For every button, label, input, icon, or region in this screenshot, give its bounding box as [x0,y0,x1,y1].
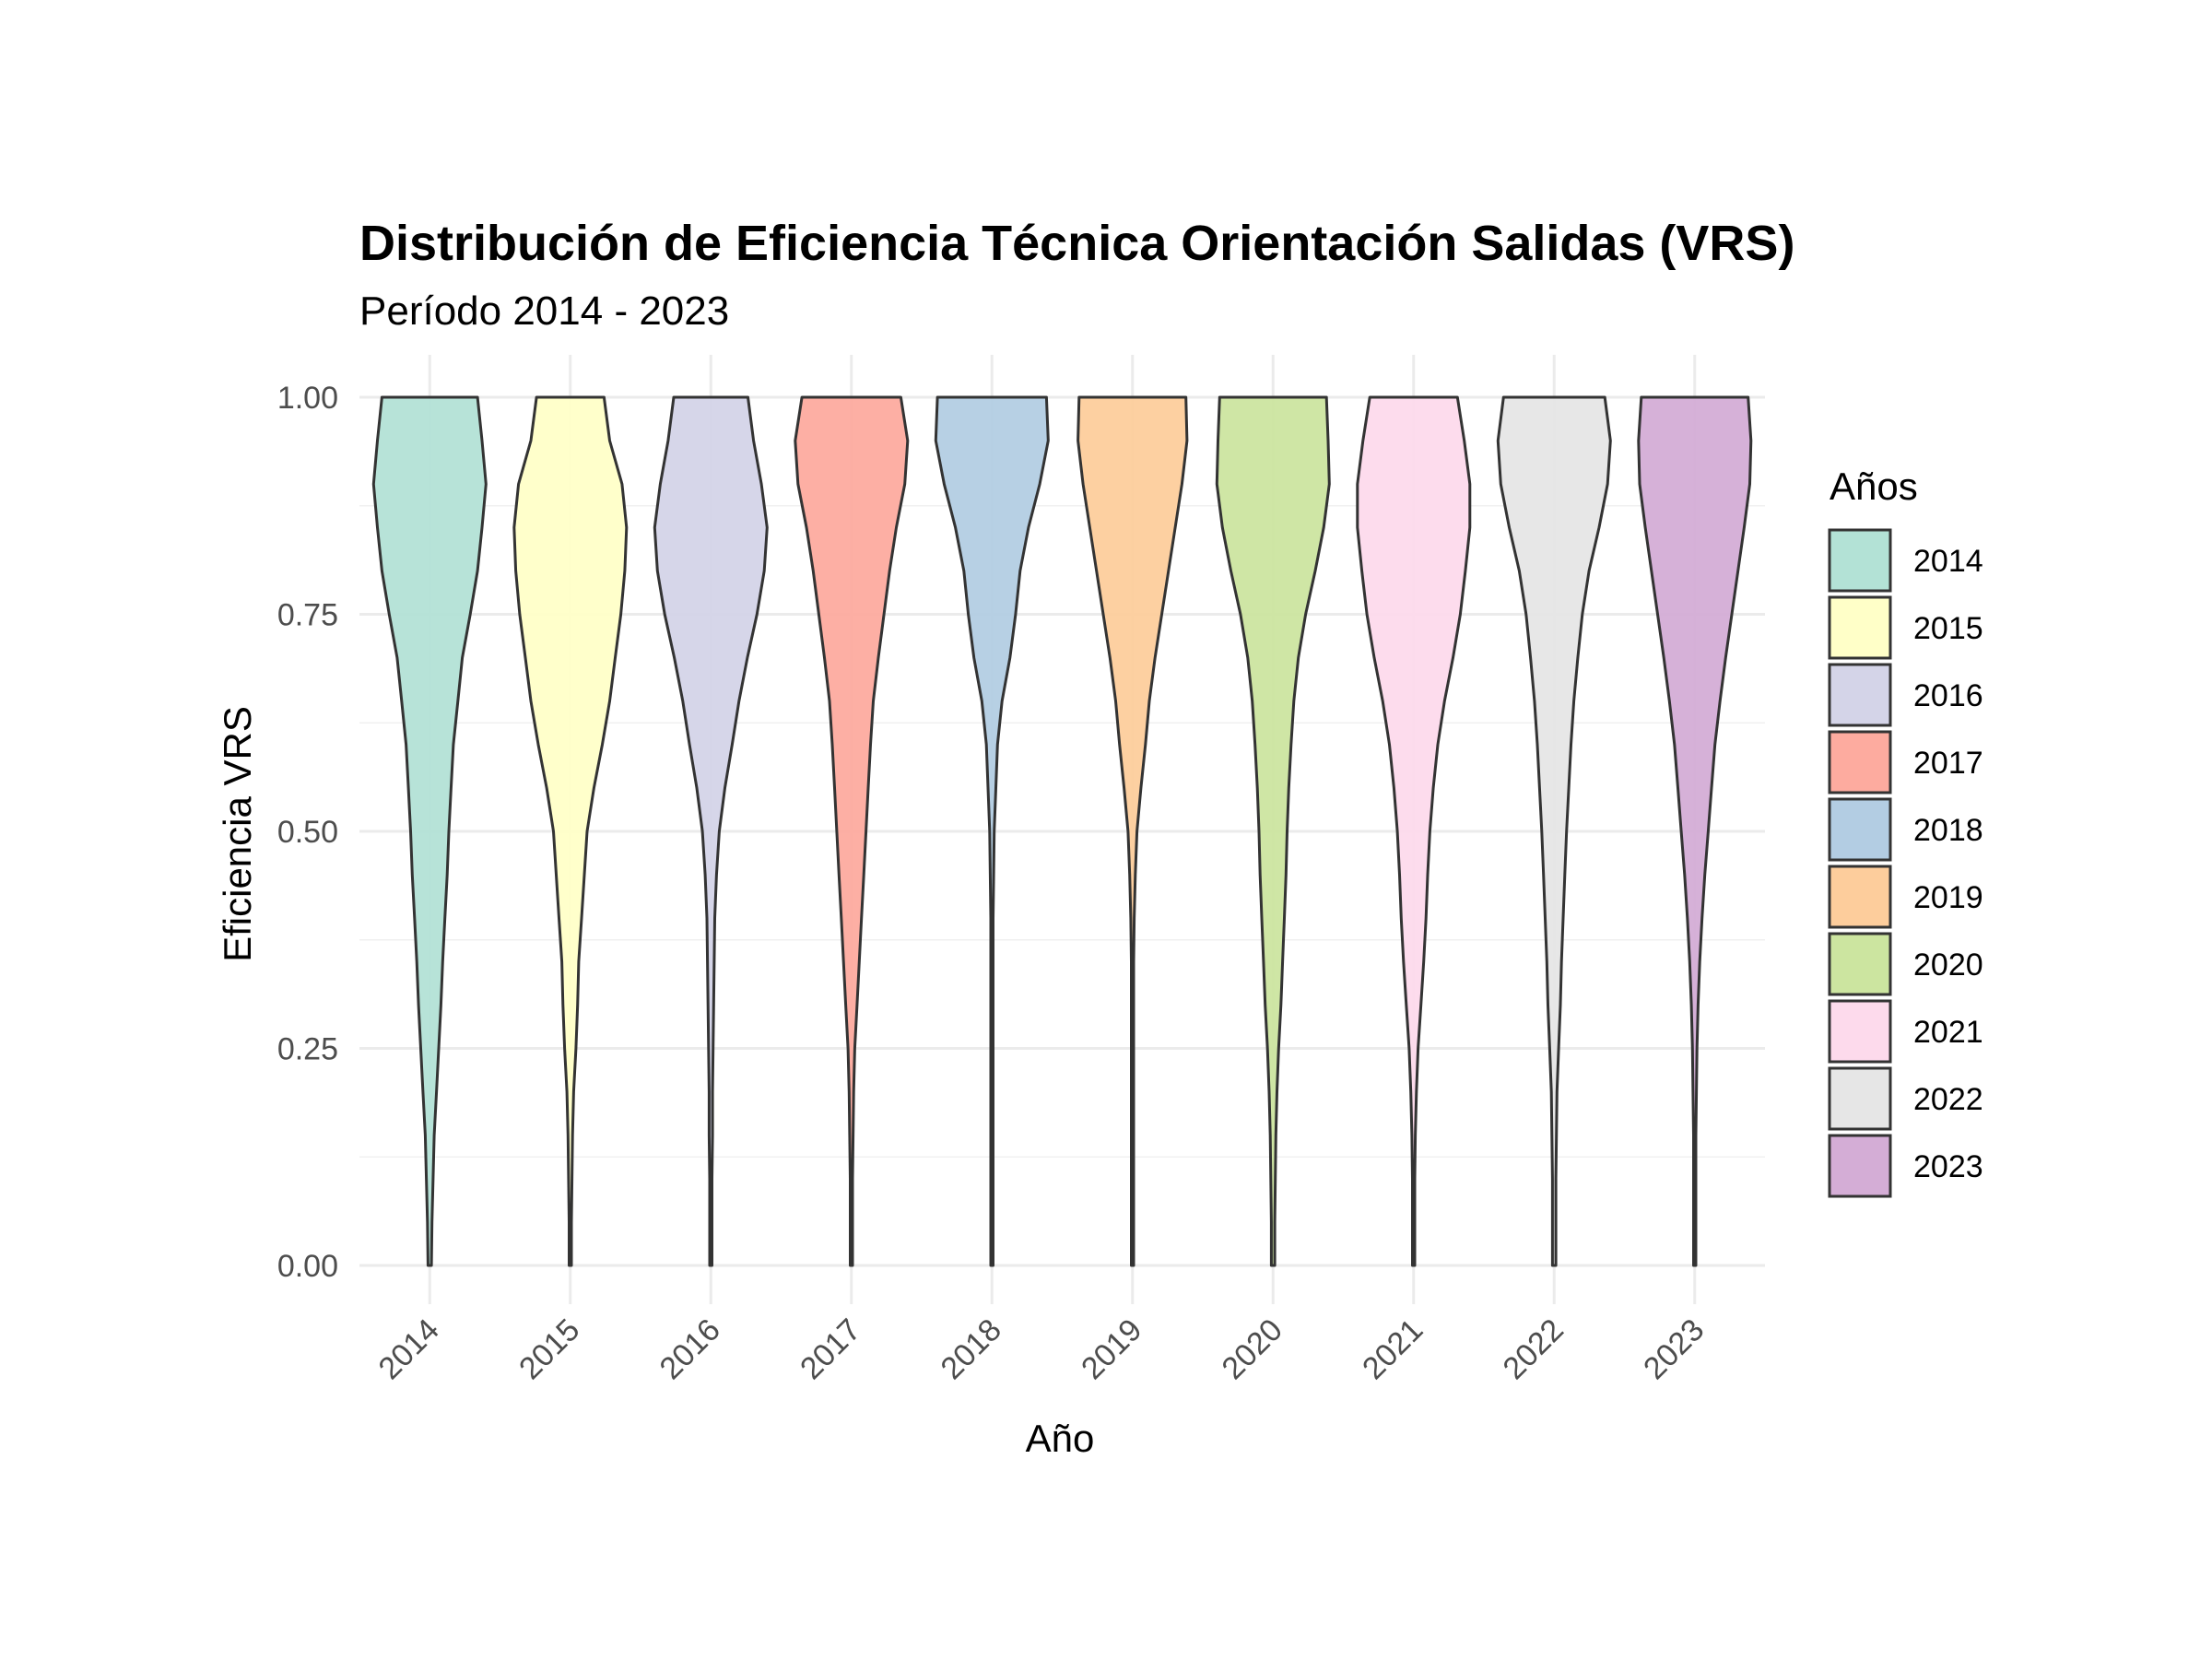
x-tick-label: 2014 [372,1312,446,1386]
x-tick-label: 2018 [935,1312,1008,1386]
violin-2020 [1215,395,1331,1267]
legend-swatch [1828,865,1892,929]
legend-swatch [1828,999,1892,1064]
legend-swatch [1828,663,1892,727]
legend-title: Años [1830,465,1918,508]
chart-title: Distribución de Eficiencia Técnica Orien… [359,216,1794,271]
y-axis-title: Eficiencia VRS [216,706,259,962]
x-axis-title: Año [1026,1417,1095,1460]
violin-2021 [1356,395,1472,1267]
legend-swatch [1828,528,1892,593]
violin-2016 [653,395,769,1267]
legend-swatch [1828,595,1892,660]
y-axis-ticks: 0.00 0.25 0.50 0.75 1.00 [277,381,338,1284]
legend-label: 2015 [1913,611,1983,646]
legend-item-2023: 2023 [1828,1134,1983,1198]
violin-2018 [934,395,1050,1267]
y-tick-label: 0.75 [277,598,338,633]
legend-item-2017: 2017 [1828,730,1983,794]
legend-label: 2016 [1913,678,1983,713]
violins [371,395,1753,1267]
legend-item-2019: 2019 [1828,865,1983,929]
legend-item-2021: 2021 [1828,999,1983,1064]
legend: 2014 2015 2016 2017 2018 2019 2020 2021 2022 2023 [1828,528,1983,1198]
legend-swatch [1828,1134,1892,1198]
x-tick-label: 2021 [1356,1312,1430,1386]
legend-swatch [1828,932,1892,996]
legend-item-2016: 2016 [1828,663,1983,727]
x-tick-label: 2019 [1075,1312,1148,1386]
x-tick-label: 2015 [512,1312,586,1386]
violin-2014 [371,395,488,1267]
legend-swatch [1828,1066,1892,1131]
violin-2017 [794,395,910,1267]
y-tick-label: 0.25 [277,1032,338,1067]
legend-label: 2021 [1913,1015,1983,1050]
violin-2022 [1496,395,1612,1267]
legend-swatch [1828,797,1892,862]
legend-swatch [1828,730,1892,794]
legend-label: 2022 [1913,1082,1983,1117]
y-tick-label: 0.50 [277,815,338,850]
legend-label: 2018 [1913,813,1983,848]
legend-item-2014: 2014 [1828,528,1983,593]
legend-label: 2019 [1913,880,1983,915]
x-axis-ticks: 2014 2015 2016 2017 2018 2019 2020 2021 2022 2023 [372,1312,1712,1386]
legend-label: 2023 [1913,1149,1983,1184]
y-tick-label: 1.00 [277,381,338,416]
legend-label: 2014 [1913,544,1983,579]
chart-subtitle: Período 2014 - 2023 [359,288,729,334]
violin-2015 [512,395,629,1267]
y-tick-label: 0.00 [277,1249,338,1284]
legend-item-2020: 2020 [1828,932,1983,996]
x-tick-label: 2017 [794,1312,867,1386]
legend-item-2015: 2015 [1828,595,1983,660]
violin-2023 [1637,395,1753,1267]
x-tick-label: 2020 [1216,1312,1289,1386]
legend-item-2018: 2018 [1828,797,1983,862]
x-tick-label: 2022 [1497,1312,1571,1386]
legend-label: 2020 [1913,947,1983,982]
legend-item-2022: 2022 [1828,1066,1983,1131]
violin-2019 [1077,395,1189,1267]
legend-label: 2017 [1913,746,1983,781]
x-tick-label: 2023 [1637,1312,1711,1386]
x-tick-label: 2016 [653,1312,727,1386]
